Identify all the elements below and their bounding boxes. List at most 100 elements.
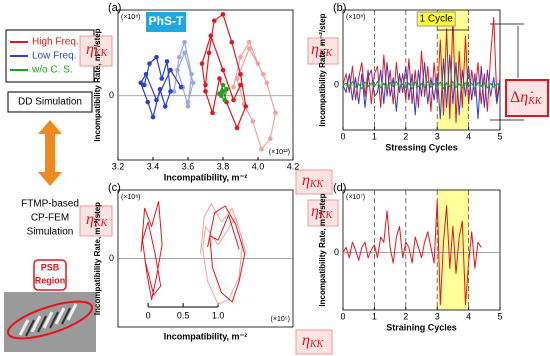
point xyxy=(250,119,256,124)
point xyxy=(231,84,236,90)
x-tick-label: 0 xyxy=(340,311,345,321)
dd-box xyxy=(7,91,93,113)
double-arrow xyxy=(38,120,62,186)
y-axis-title: Incompatibility Rate, m⁻²/step xyxy=(93,202,102,315)
point xyxy=(154,97,159,103)
point xyxy=(145,99,151,105)
panel-label: (d) xyxy=(333,182,346,194)
y-exponent: (×10⁸) xyxy=(346,14,366,21)
x-tick-label: 3.6 xyxy=(182,161,195,171)
x-axis-title: Straining Cycles xyxy=(386,322,457,332)
point xyxy=(178,84,184,90)
symbol-box xyxy=(307,199,339,227)
x-tick-label: 1.0 xyxy=(212,310,225,320)
point xyxy=(147,61,152,66)
plot-frame xyxy=(342,9,501,131)
plot-frame xyxy=(117,9,294,161)
point xyxy=(154,54,159,60)
plot-frame xyxy=(342,189,501,311)
legend-label: Low Freq. xyxy=(32,51,76,62)
point xyxy=(224,86,229,92)
panel-label: (a) xyxy=(108,2,121,14)
x-tick-label: 0.5 xyxy=(177,310,190,320)
series-line xyxy=(200,203,247,305)
dd-label: DD Simulation xyxy=(18,97,82,108)
x-tick-label: 4.2 xyxy=(287,161,300,171)
point xyxy=(199,61,205,66)
x-tick-label: 1 xyxy=(372,131,377,141)
y-axis-title: Incompatibility Rate, m⁻²/step xyxy=(318,193,327,306)
point xyxy=(157,86,163,92)
point xyxy=(243,104,249,109)
y-exponent: (×10⁸) xyxy=(121,14,141,21)
x-axis-title: Incompatibility, m⁻² xyxy=(164,331,248,341)
point xyxy=(246,46,252,51)
delta-box xyxy=(505,79,549,117)
x-tick-label: 5 xyxy=(497,131,502,141)
legend: High Freq. Low Freq. w/o C. S. xyxy=(10,37,79,76)
point xyxy=(138,80,144,86)
symbol-box xyxy=(295,169,333,195)
point xyxy=(264,80,270,86)
fem-label: FTMP-based xyxy=(21,199,79,210)
psb-label: PSB xyxy=(41,262,60,272)
point xyxy=(234,125,240,131)
x-tick-label: 3.8 xyxy=(217,161,230,171)
x-tick-label: 4 xyxy=(466,131,471,141)
legend-label: High Freq. xyxy=(32,37,79,48)
title-box xyxy=(146,12,186,32)
point xyxy=(164,59,170,64)
y-axis-title: Incompatibility Rate, m⁻²/step xyxy=(93,28,102,141)
x-tick-label: 1 xyxy=(372,311,377,321)
psb-box xyxy=(33,259,67,291)
series-line xyxy=(173,41,194,107)
symbol-box xyxy=(295,329,333,355)
point xyxy=(168,89,173,94)
psb-image xyxy=(4,292,96,352)
annotation-box xyxy=(416,11,456,27)
point xyxy=(182,50,187,56)
fem-label: CP-FEM xyxy=(31,213,69,224)
legend-label: w/o C. S. xyxy=(31,65,73,76)
point xyxy=(175,67,180,73)
y-tick-label: 0 xyxy=(109,90,114,100)
point xyxy=(168,67,173,73)
point xyxy=(246,39,252,45)
x-exponent: (×10⁵) xyxy=(271,316,290,323)
point xyxy=(259,146,264,152)
point xyxy=(238,82,243,88)
point xyxy=(260,71,266,77)
panel-label: (b) xyxy=(333,2,346,14)
point xyxy=(231,97,236,103)
x-tick-label: 3 xyxy=(435,311,440,321)
point xyxy=(206,50,212,56)
x-tick-label: 3.2 xyxy=(112,161,125,171)
point xyxy=(185,104,191,109)
point xyxy=(171,89,177,94)
series-line xyxy=(342,80,501,90)
point xyxy=(176,54,182,60)
y-tick-label: 0 xyxy=(334,247,339,257)
point xyxy=(222,97,228,103)
point xyxy=(143,71,149,77)
point xyxy=(220,82,226,88)
point xyxy=(238,54,243,60)
x-tick-label: 2 xyxy=(403,131,408,141)
point xyxy=(220,67,226,73)
x-tick-label: 0 xyxy=(340,131,345,141)
x-tick-label: 5 xyxy=(497,311,502,321)
x-symbol: ηKK xyxy=(302,172,325,191)
symbol-box xyxy=(79,35,113,67)
point xyxy=(218,93,224,99)
point xyxy=(162,104,168,109)
point xyxy=(217,76,222,81)
point xyxy=(185,99,191,105)
symbol-box xyxy=(79,205,113,237)
y-tick-label: 0 xyxy=(334,79,339,89)
point xyxy=(190,80,196,86)
point xyxy=(211,18,217,24)
series-line xyxy=(207,205,246,303)
point xyxy=(159,76,165,81)
x-tick-label: 2 xyxy=(403,311,408,321)
